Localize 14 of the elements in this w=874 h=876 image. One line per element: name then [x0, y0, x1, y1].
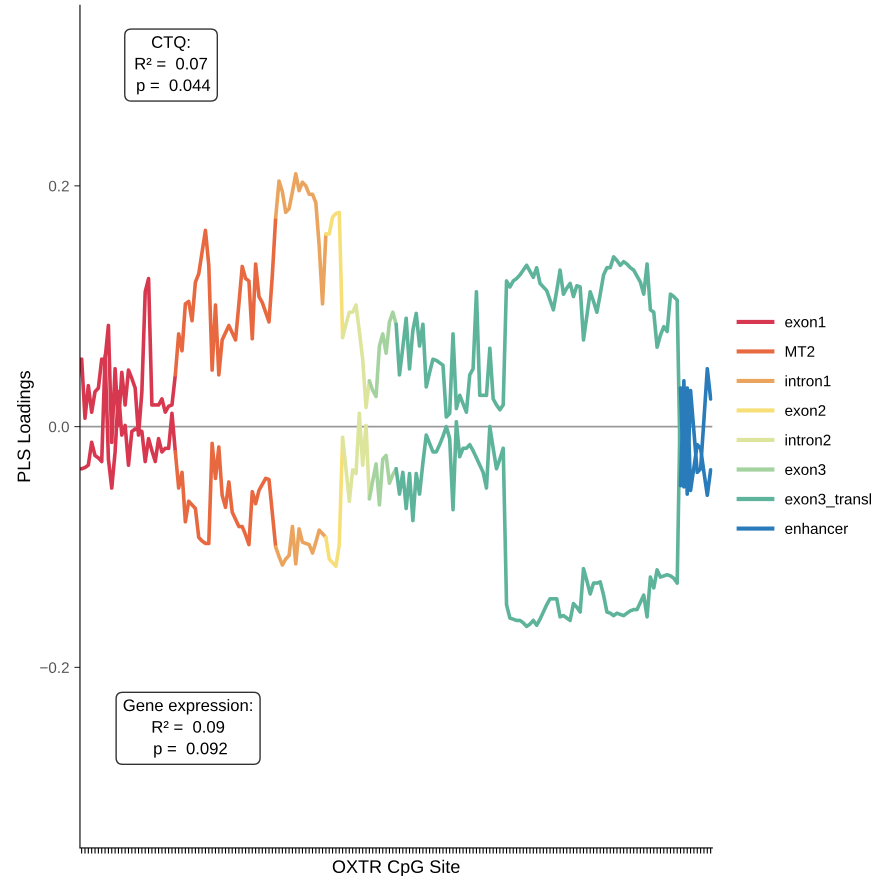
y-tick-label: −0.2: [40, 662, 69, 674]
annotation: Gene expression: R² = 0.09 p = 0.092: [124, 698, 252, 758]
legend-label: exon2: [785, 405, 826, 416]
legend-label: exon3: [785, 464, 826, 475]
y-tick-label: 0.0: [48, 421, 69, 432]
legend-label: enhancer: [785, 522, 848, 534]
legend-label: exon3_transl: [785, 493, 871, 508]
legend-label: exon1: [785, 316, 826, 328]
legend-label: intron2: [786, 434, 830, 446]
annotation: CTQ: R² = 0.07 p = 0.044: [136, 36, 210, 94]
legend-label: intron1: [786, 375, 831, 386]
y-tick-label: 0.2: [48, 180, 69, 192]
legend-label: MT2: [786, 346, 814, 357]
y-axis-title: PLS Loadings: [17, 371, 34, 482]
